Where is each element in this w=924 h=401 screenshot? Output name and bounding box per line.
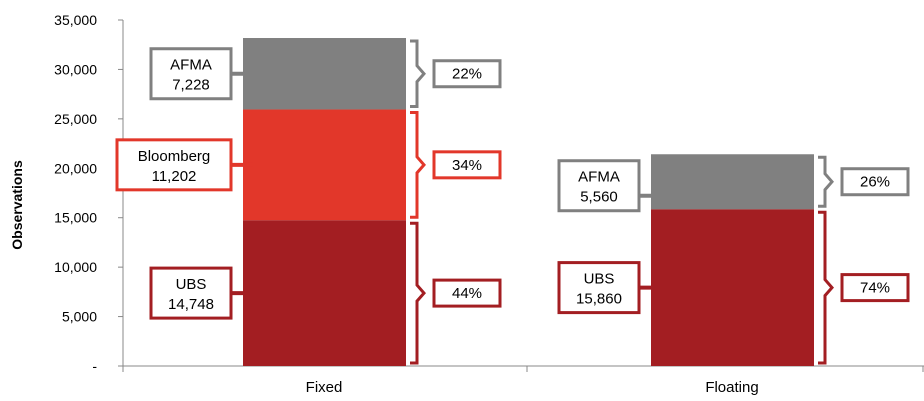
share-bracket	[410, 110, 426, 219]
series-value-label: 7,228	[172, 77, 210, 94]
share-label: 26%	[860, 174, 890, 191]
bar-segment	[243, 38, 406, 110]
share-bracket	[818, 155, 834, 208]
series-value-label: 11,202	[152, 168, 197, 185]
bar-segment	[243, 109, 406, 221]
series-name-label: AFMA	[170, 57, 212, 74]
share-label: 44%	[452, 285, 482, 302]
share-label: 34%	[452, 157, 482, 174]
share-bracket	[410, 221, 426, 365]
y-axis-label: Observations	[9, 160, 25, 250]
share-box	[432, 150, 502, 180]
y-tick-label: 25,000	[54, 111, 97, 127]
y-tick-label: 5,000	[62, 309, 97, 325]
series-value-label: 5,560	[580, 189, 618, 206]
share-label: 74%	[860, 280, 890, 297]
axes: - 5,000 10,000 15,000 20,000 25,000 30,000 35,0…	[54, 12, 924, 396]
share-box	[840, 273, 910, 303]
series-label-box	[149, 47, 233, 101]
share-box	[432, 59, 502, 89]
bars	[243, 38, 814, 366]
share-box	[840, 167, 910, 197]
series-label-box	[557, 159, 641, 213]
series-name-label: Bloomberg	[138, 148, 211, 165]
y-tick-label: 20,000	[54, 160, 97, 176]
series-label-box	[557, 261, 641, 315]
series-name-label: AFMA	[578, 169, 620, 186]
series-label-box	[115, 138, 233, 192]
series-value-label: 14,748	[168, 296, 214, 313]
share-box	[432, 278, 502, 308]
y-tick-label: 35,000	[54, 12, 97, 28]
share-label: 22%	[452, 66, 482, 83]
share-bracket	[410, 39, 426, 108]
y-tick-label: 15,000	[54, 210, 97, 226]
y-tick-label: -	[92, 358, 97, 374]
series-value-label: 15,860	[576, 291, 622, 308]
x-tick-label: Floating	[705, 379, 758, 396]
series-label-box	[149, 266, 233, 320]
y-tick-label: 10,000	[54, 259, 97, 275]
series-name-label: UBS	[584, 271, 615, 288]
annotations: UBS 14,748 44% Bloomberg 11,202 34% AFMA 7,228 2…	[115, 39, 910, 365]
bar-segment	[243, 220, 406, 366]
bar-segment	[651, 154, 814, 210]
x-tick-label: Fixed	[306, 379, 343, 396]
y-tick-label: 30,000	[54, 61, 97, 77]
series-name-label: UBS	[176, 276, 207, 293]
bar-segment	[651, 209, 814, 366]
share-bracket	[818, 210, 834, 365]
